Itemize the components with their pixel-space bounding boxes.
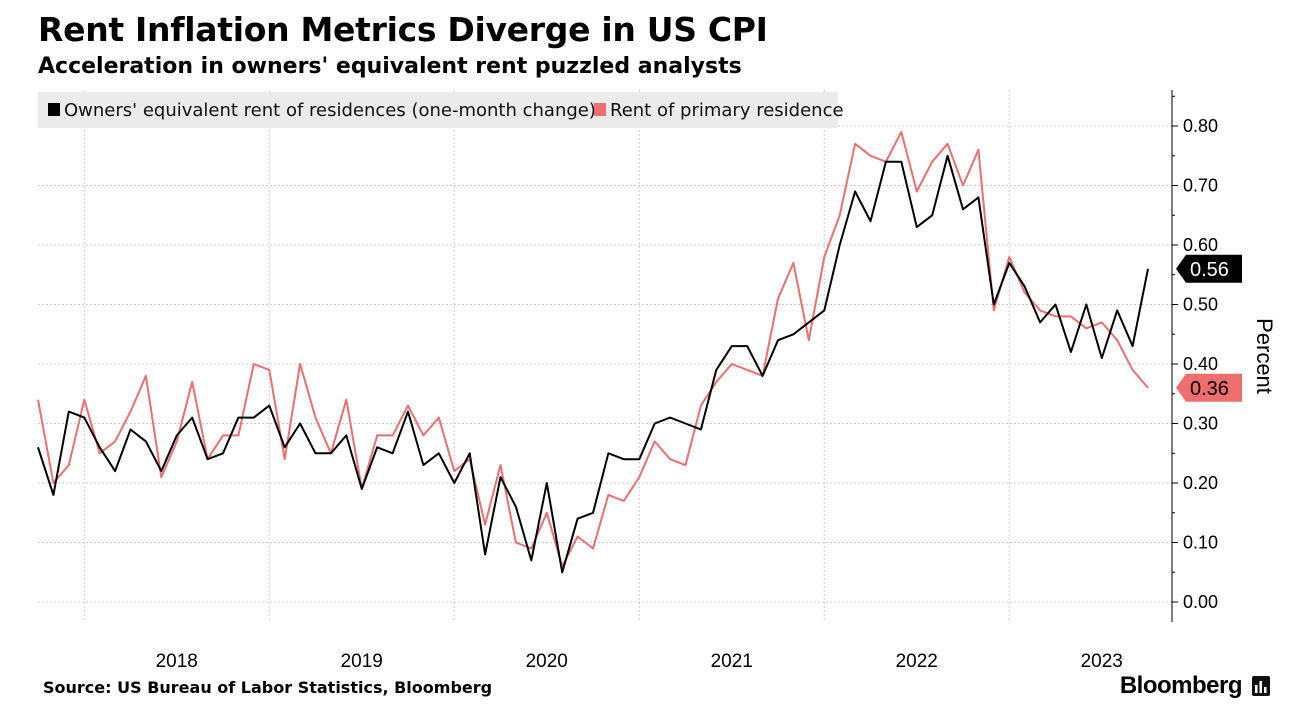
brand-logo: Bloomberg [1119, 672, 1243, 699]
chart-subtitle: Acceleration in owners' equivalent rent … [38, 54, 742, 79]
y-tick-label: 0.50 [1183, 295, 1218, 315]
y-tick-label: 0.20 [1183, 473, 1218, 493]
legend-swatch [594, 103, 606, 116]
x-tick-label: 2022 [896, 651, 938, 672]
end-value-tag [1176, 254, 1242, 283]
y-tick-label: 0.10 [1183, 533, 1218, 553]
y-tick-label: 0.00 [1183, 592, 1218, 612]
x-tick-label: 2019 [341, 651, 383, 672]
legend-label: Owners' equivalent rent of residences (o… [64, 100, 596, 121]
chart-title: Rent Inflation Metrics Diverge in US CPI [38, 10, 768, 49]
series-line-rent [37, 130, 1149, 568]
legend-swatch [48, 103, 60, 116]
x-tick-label: 2023 [1081, 651, 1123, 672]
end-value-tag [1176, 373, 1242, 402]
y-tick-label: 0.60 [1183, 235, 1218, 255]
x-tick-label: 2020 [526, 651, 568, 672]
bloomberg-icon [1252, 676, 1270, 696]
y-tick-label: 0.30 [1183, 414, 1218, 434]
end-value-label: 0.56 [1190, 259, 1229, 281]
y-tick-label: 0.80 [1183, 116, 1218, 136]
legend-box [38, 92, 838, 128]
legend-label: Rent of primary residence [610, 100, 844, 121]
x-tick-label: 2018 [156, 651, 198, 672]
source-note: Source: US Bureau of Labor Statistics, B… [43, 678, 493, 697]
end-value-label: 0.36 [1190, 378, 1229, 400]
x-tick-label: 2021 [711, 651, 753, 672]
y-axis-title: Percent [1252, 318, 1277, 394]
series-line-oer [37, 154, 1149, 574]
y-tick-label: 0.40 [1183, 354, 1218, 374]
y-tick-label: 0.70 [1183, 176, 1218, 196]
